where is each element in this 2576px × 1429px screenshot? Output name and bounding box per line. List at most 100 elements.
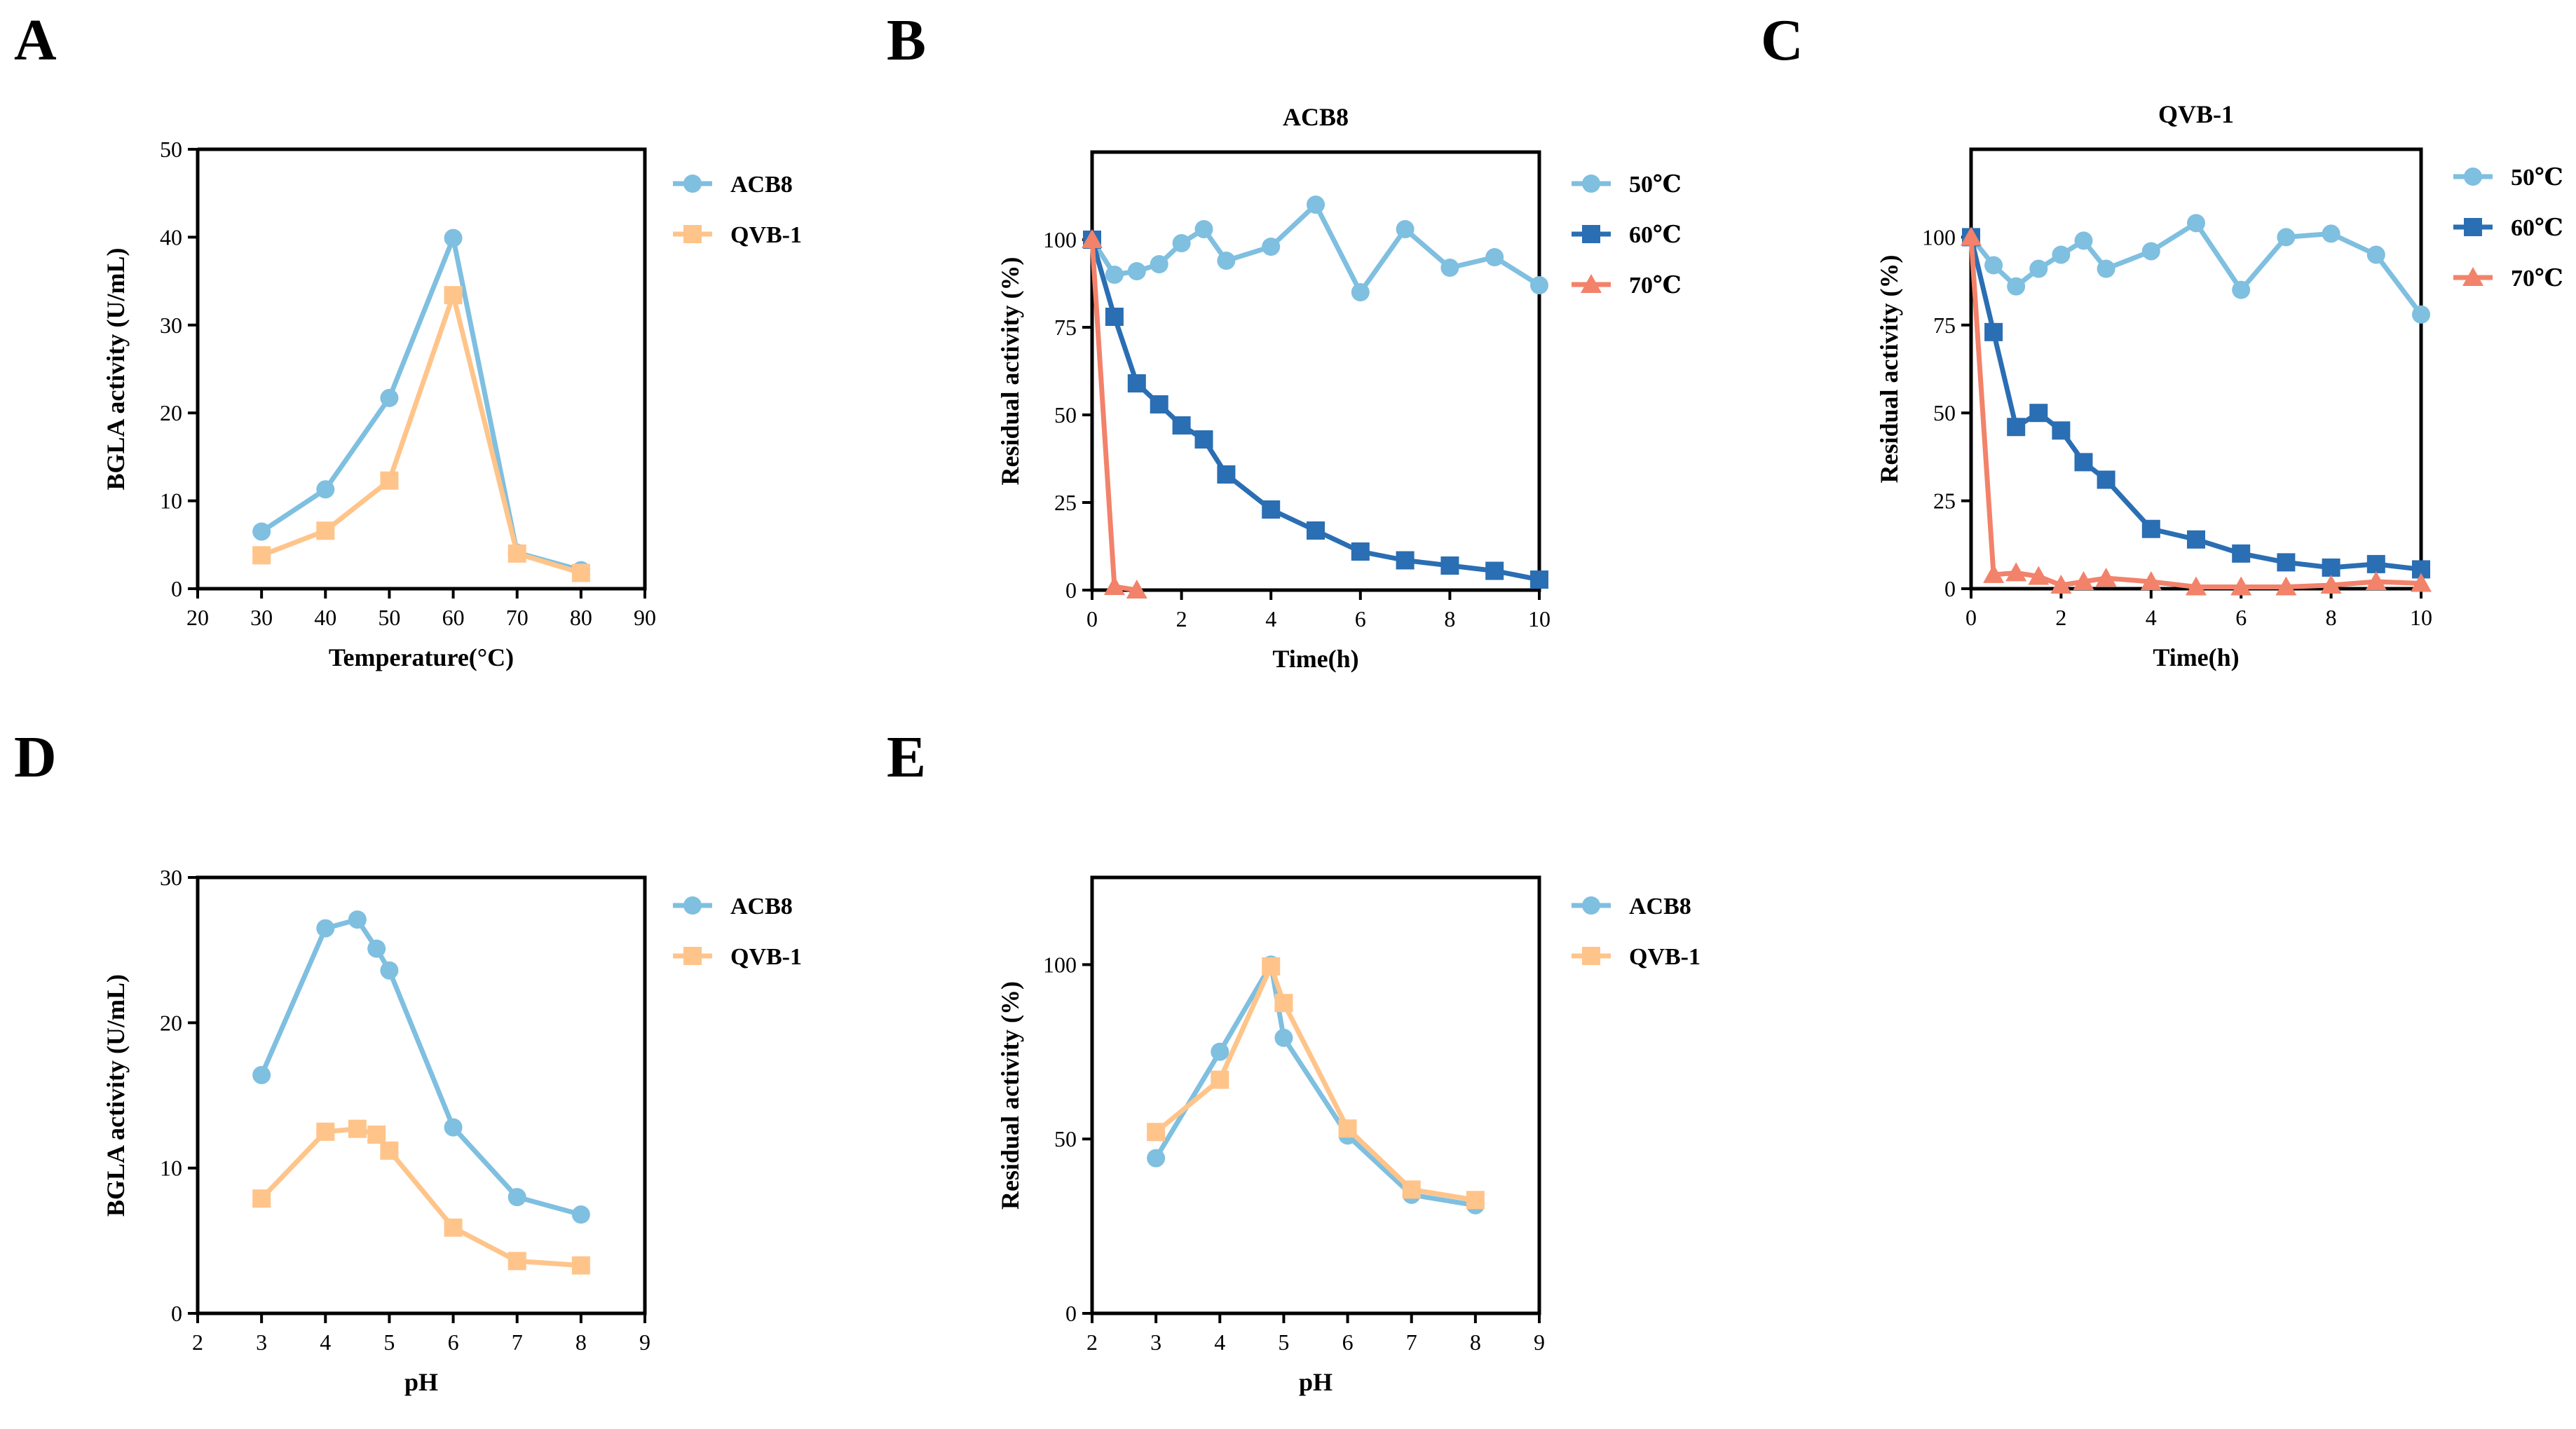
data-point [2232,280,2251,299]
data-point [1103,576,1125,595]
data-point [1211,1070,1229,1089]
series-1 [1147,957,1485,1210]
y-tick-label: 25 [1054,490,1077,515]
x-tick-label: 40 [314,605,336,630]
data-point [1351,283,1370,301]
data-point [1530,276,1548,294]
x-axis-label: Time(h) [2153,643,2239,671]
y-tick-label: 0 [1065,1301,1077,1326]
x-tick-label: 8 [2326,605,2337,630]
legend-label: ACB8 [1629,894,1691,919]
data-point [2141,519,2160,538]
panel-letter: A [14,8,57,73]
data-point [2322,224,2340,243]
data-point [2074,231,2093,250]
data-point [2097,470,2115,489]
data-point [1402,1180,1421,1199]
legend-label: QVB-1 [1629,944,1701,970]
legend-label: 60℃ [2511,215,2563,241]
y-tick-label: 30 [160,865,182,890]
series-0 [252,910,590,1224]
data-point [1983,563,2005,583]
series-0 [1147,955,1485,1215]
data-point [2007,418,2026,437]
series-line [260,235,582,573]
y-tick-label: 100 [1043,227,1077,252]
legend-label: QVB-1 [730,222,802,248]
x-tick-label: 20 [186,605,209,630]
data-point [2007,277,2026,296]
legend-entry: ACB8 [1572,894,1691,919]
x-tick-label: 4 [1265,606,1276,631]
series-2 [1082,229,1147,599]
x-tick-label: 3 [1150,1329,1161,1355]
data-point [1961,226,1982,246]
x-tick-label: 5 [1278,1329,1289,1355]
data-point [1396,551,1415,570]
y-tick-label: 50 [1054,402,1077,428]
series-line [1154,962,1476,1208]
x-tick-label: 3 [256,1329,267,1355]
plot-frame [196,147,647,591]
data-point [2365,570,2387,590]
panel-letter: E [887,725,926,790]
x-tick-label: 2 [192,1329,203,1355]
legend-marker [683,225,702,243]
data-point [1082,229,1103,248]
x-tick-label: 6 [448,1329,459,1355]
x-tick-label: 5 [383,1329,395,1355]
x-tick-label: 7 [512,1329,523,1355]
chart-title: ACB8 [1283,103,1349,131]
x-tick-label: 90 [634,605,656,630]
data-point [2277,228,2296,247]
data-point [1172,416,1191,435]
legend-entry: 50℃ [1572,172,1682,198]
data-point [252,1189,271,1208]
data-point [2412,305,2430,324]
data-point [1105,308,1124,326]
legend-marker [2464,218,2482,236]
data-point [2232,544,2251,563]
data-point [316,1122,335,1141]
panel-letter: B [887,8,926,73]
panel-letter: C [1761,8,1804,73]
legend-label: 70℃ [2511,266,2563,292]
y-axis-label: Residual activity (%) [1875,255,1903,484]
chart-title: QVB-1 [2158,100,2234,128]
x-axis-label: Time(h) [1272,645,1358,673]
legend-entry: 60℃ [1572,222,1682,248]
y-tick-label: 10 [160,488,182,514]
data-point [2140,570,2162,590]
data-point [252,522,271,541]
legend-entry: 70℃ [2453,266,2563,292]
y-tick-label: 50 [1054,1126,1077,1151]
x-tick-label: 4 [2146,605,2157,630]
series-line [259,917,582,1217]
data-point [2029,259,2048,278]
x-tick-label: 6 [2235,605,2247,630]
data-point [380,1141,399,1160]
series-1 [1962,228,2430,579]
x-tick-label: 7 [1406,1329,1417,1355]
data-point [316,480,335,499]
x-tick-label: 2 [2055,605,2066,630]
data-point [444,286,463,305]
series-line [1089,239,1138,593]
y-tick-label: 10 [160,1156,182,1181]
legend-label: 60℃ [1629,222,1682,248]
data-point [1127,262,1146,280]
data-point [252,546,271,565]
legend-label: ACB8 [730,894,793,919]
legend-entry: 50℃ [2453,165,2563,191]
legend-label: 70℃ [1629,273,1682,299]
data-point [571,563,590,582]
legend-marker [1582,947,1600,965]
legend-marker [683,896,702,915]
data-point [1147,1149,1166,1168]
data-point [571,1205,590,1224]
x-tick-label: 4 [1214,1329,1225,1355]
data-point [2187,530,2205,549]
data-point [1126,580,1147,599]
